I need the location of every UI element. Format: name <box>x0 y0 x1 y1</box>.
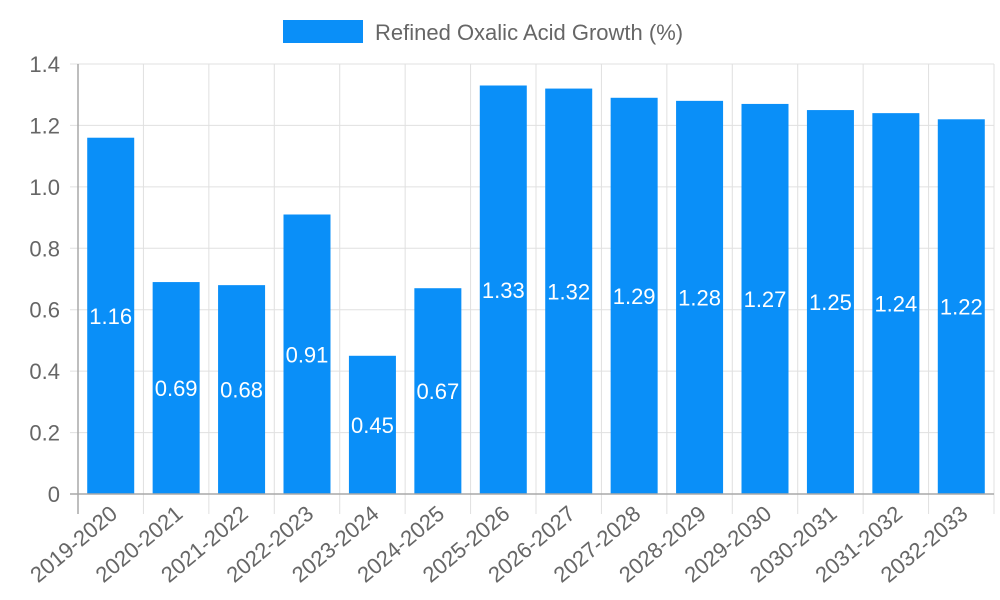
bar-value-label: 0.91 <box>286 342 329 367</box>
bar[interactable] <box>937 119 985 495</box>
bar-value-label: 0.68 <box>220 378 263 403</box>
bar[interactable] <box>348 355 396 494</box>
bar[interactable] <box>479 85 527 495</box>
bar-value-label: 1.32 <box>547 279 590 304</box>
bar[interactable] <box>414 288 462 494</box>
bar-value-label: 1.24 <box>874 292 917 317</box>
bar[interactable] <box>218 285 266 494</box>
y-tick-label: 1.4 <box>29 52 60 77</box>
bar-value-label: 1.16 <box>89 304 132 329</box>
y-tick-label: 1.2 <box>29 113 60 138</box>
gridlines <box>70 63 995 514</box>
y-axis-ticks: 0 0.2 0.4 0.6 0.8 1.0 1.2 1.4 <box>29 52 60 507</box>
bar[interactable] <box>741 103 789 494</box>
bar-value-label: 1.25 <box>809 290 852 315</box>
y-tick-label: 1.0 <box>29 175 60 200</box>
y-tick-label: 0.8 <box>29 236 60 261</box>
bar[interactable] <box>283 214 331 495</box>
bar-value-label: 0.67 <box>416 379 459 404</box>
y-tick-label: 0.4 <box>29 359 60 384</box>
x-axis-ticks: 2019-20202020-20212021-20222022-20232023… <box>25 501 972 588</box>
bar[interactable] <box>676 100 724 494</box>
bar-value-label: 1.28 <box>678 285 721 310</box>
y-tick-label: 0.2 <box>29 421 60 446</box>
legend[interactable]: Refined Oxalic Acid Growth (%) <box>283 20 683 45</box>
bar-value-label: 1.27 <box>744 287 787 312</box>
legend-swatch <box>283 20 363 43</box>
bar-value-label: 0.69 <box>155 376 198 401</box>
bar[interactable] <box>610 97 658 495</box>
bar[interactable] <box>806 110 854 495</box>
bar[interactable] <box>545 88 593 495</box>
y-tick-label: 0 <box>48 482 60 507</box>
bar-value-label: 1.29 <box>613 284 656 309</box>
bars: 1.16 0.69 0.68 0.91 0.45 0.67 1.33 1.32 1.29 1.28… <box>87 85 985 495</box>
bar-value-label: 0.45 <box>351 413 394 438</box>
bar-value-label: 1.33 <box>482 278 525 303</box>
bar[interactable] <box>152 282 200 494</box>
bar[interactable] <box>87 137 135 494</box>
y-tick-label: 0.6 <box>29 298 60 323</box>
axes <box>70 64 994 514</box>
legend-label: Refined Oxalic Acid Growth (%) <box>375 20 683 45</box>
bar-value-label: 1.22 <box>940 295 983 320</box>
bar[interactable] <box>872 113 920 495</box>
